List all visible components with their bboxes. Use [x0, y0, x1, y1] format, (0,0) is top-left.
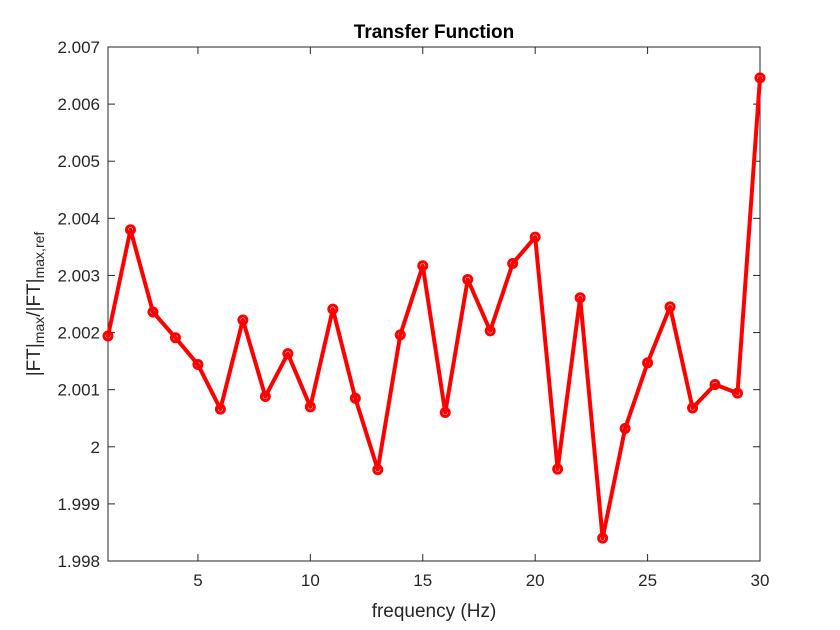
series-layer: [102, 72, 766, 544]
y-tick-label: 2.004: [57, 209, 100, 228]
data-point: [664, 301, 676, 313]
data-point: [349, 392, 361, 404]
data-point: [619, 423, 631, 435]
data-point: [529, 231, 541, 243]
y-axis-label-part-1: |FT|: [24, 343, 45, 376]
data-point: [417, 260, 429, 272]
data-point: [327, 303, 339, 315]
data-point: [124, 224, 136, 236]
y-tick-label: 2.005: [57, 152, 100, 171]
data-point: [574, 292, 586, 304]
x-tick-label: 25: [638, 571, 657, 590]
y-axis-label-part-2: /|FT|: [24, 278, 45, 316]
y-axis: 1.998 1.999 2 2.001 2.002 2.003 2.004 2.005 2.00…: [57, 38, 760, 571]
x-tick-label: 5: [193, 571, 202, 590]
y-axis-label-subscript-1: max: [31, 317, 47, 343]
data-point: [147, 306, 159, 318]
data-point: [642, 357, 654, 369]
data-point: [214, 403, 226, 415]
y-axis-label-subscript-2: max,ref: [31, 232, 47, 279]
x-axis: 5 10 15 20 25 30: [193, 47, 769, 590]
data-point: [259, 391, 271, 403]
data-point: [462, 273, 474, 285]
x-tick-label: 20: [526, 571, 545, 590]
x-tick-label: 15: [413, 571, 432, 590]
y-tick-label: 2.003: [57, 266, 100, 285]
series-line: [106, 75, 762, 541]
data-point: [484, 325, 496, 337]
data-point: [192, 359, 204, 371]
data-point: [507, 257, 519, 269]
data-point: [687, 402, 699, 414]
y-tick-label: 1.999: [57, 495, 100, 514]
y-tick-label: 2: [91, 438, 100, 457]
y-axis-label: |FT|max/|FT|max,ref: [24, 232, 47, 377]
x-tick-label: 10: [301, 571, 320, 590]
data-point: [102, 330, 114, 342]
data-point: [304, 401, 316, 413]
data-point: [439, 407, 451, 419]
y-tick-label: 2.007: [57, 38, 100, 57]
x-axis-label: frequency (Hz): [372, 601, 497, 622]
data-point: [597, 532, 609, 544]
y-tick-label: 2.002: [57, 324, 100, 343]
plot-area-box: [107, 46, 761, 562]
y-tick-label: 2.006: [57, 95, 100, 114]
x-tick-label: 30: [751, 571, 770, 590]
data-point: [732, 387, 744, 399]
data-point: [394, 329, 406, 341]
data-point: [169, 332, 181, 344]
y-tick-label: 2.001: [57, 381, 100, 400]
data-point: [709, 379, 721, 391]
y-tick-label: 1.998: [57, 552, 100, 571]
data-point: [372, 464, 384, 476]
chart-title: Transfer Function: [354, 22, 514, 43]
data-point: [552, 463, 564, 475]
data-point: [754, 72, 766, 84]
data-point: [237, 314, 249, 326]
data-point: [282, 348, 294, 360]
